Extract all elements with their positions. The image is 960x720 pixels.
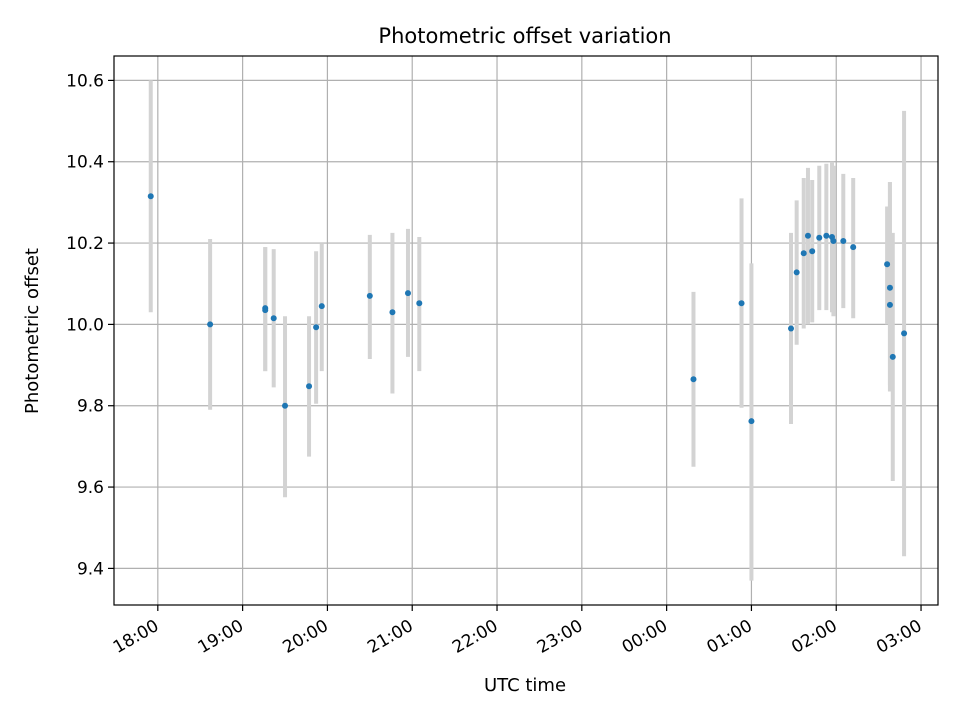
data-point bbox=[147, 193, 154, 200]
data-point bbox=[901, 330, 908, 337]
y-tick-label: 9.4 bbox=[77, 559, 104, 579]
data-point bbox=[690, 376, 697, 383]
y-tick-label: 10.2 bbox=[66, 234, 104, 254]
data-points bbox=[147, 193, 908, 425]
data-point bbox=[809, 248, 816, 255]
data-point bbox=[816, 234, 823, 241]
data-point bbox=[738, 300, 745, 307]
data-point bbox=[318, 303, 325, 310]
data-point bbox=[207, 321, 214, 328]
data-point bbox=[823, 232, 830, 239]
data-point bbox=[366, 292, 373, 299]
chart-title: Photometric offset variation bbox=[378, 24, 671, 48]
data-point bbox=[313, 324, 320, 331]
data-point bbox=[262, 307, 269, 314]
data-point bbox=[886, 301, 893, 308]
x-axis-label: UTC time bbox=[484, 675, 566, 696]
y-tick-label: 10.0 bbox=[66, 315, 104, 335]
data-point bbox=[788, 325, 795, 332]
data-point bbox=[800, 250, 807, 257]
data-point bbox=[282, 402, 289, 409]
data-point bbox=[886, 284, 893, 291]
y-tick-label: 10.4 bbox=[66, 153, 104, 173]
data-point bbox=[889, 353, 896, 360]
data-point bbox=[404, 290, 411, 297]
data-point bbox=[416, 300, 423, 307]
data-point bbox=[748, 418, 755, 425]
data-point bbox=[270, 315, 277, 322]
grid bbox=[114, 56, 938, 605]
data-point bbox=[840, 238, 847, 245]
y-tick-label: 10.6 bbox=[66, 71, 104, 91]
data-point bbox=[884, 261, 891, 268]
data-point bbox=[850, 244, 857, 251]
y-tick-label: 9.6 bbox=[77, 478, 104, 498]
y-tick-label: 9.8 bbox=[77, 397, 104, 417]
y-axis-label: Photometric offset bbox=[22, 248, 43, 414]
data-point bbox=[830, 238, 837, 245]
data-point bbox=[804, 232, 811, 239]
y-axis-ticks: 9.4 9.6 9.8 10.0 10.2 10.4 10.6 bbox=[66, 71, 114, 579]
data-point bbox=[389, 309, 396, 316]
plot-frame bbox=[113, 55, 939, 606]
data-point bbox=[306, 383, 313, 390]
data-point bbox=[793, 269, 800, 276]
